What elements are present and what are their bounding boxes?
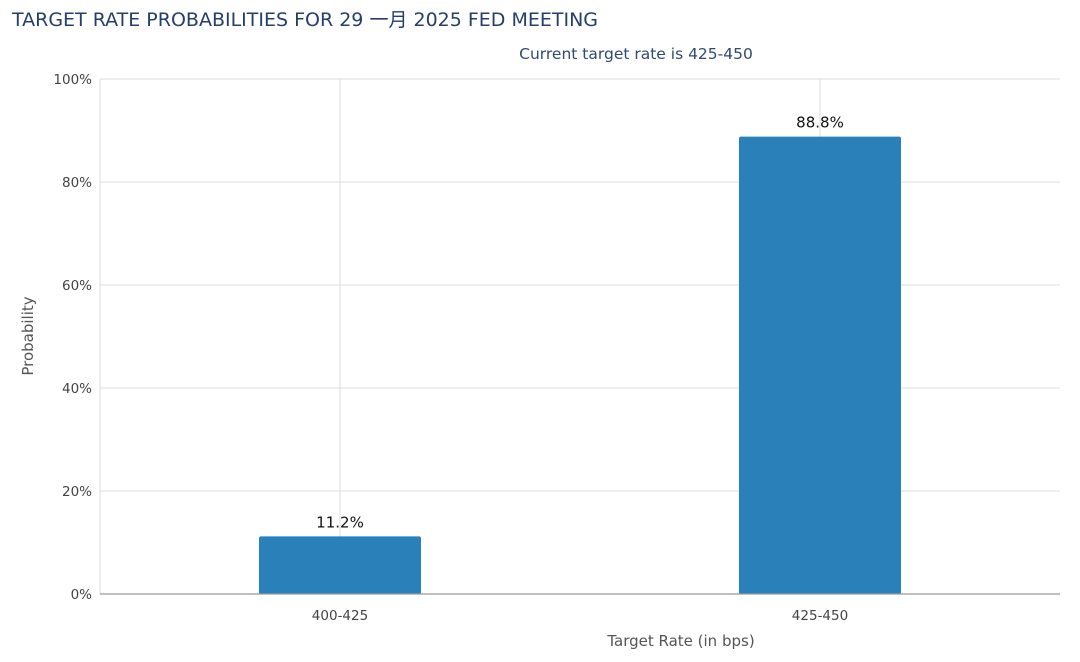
y-tick-label: 0%	[71, 587, 93, 603]
y-axis-title: Probability	[19, 296, 37, 375]
y-tick-label: 60%	[62, 278, 92, 294]
y-axis-ticks: 0% 20% 40% 60% 80% 100%	[53, 72, 92, 603]
bar-value-label: 88.8%	[796, 114, 844, 132]
y-tick-label: 100%	[53, 72, 92, 88]
y-tick-label: 20%	[62, 484, 92, 500]
data-labels: 11.2% 88.8%	[316, 114, 844, 532]
chart-subtitle: Current target rate is 425-450	[519, 45, 753, 63]
x-tick-label: 400-425	[312, 608, 368, 624]
y-tick-label: 80%	[62, 175, 92, 191]
x-axis-title: Target Rate (in bps)	[606, 632, 754, 650]
grid	[99, 78, 1060, 594]
bar	[739, 136, 901, 594]
bars	[259, 136, 901, 594]
bar-value-label: 11.2%	[316, 513, 364, 531]
chart-title: TARGET RATE PROBABILITIES FOR 29 一月 2025…	[11, 9, 598, 31]
x-axis-ticks: 400-425 425-450	[312, 608, 848, 624]
x-tick-label: 425-450	[792, 608, 848, 624]
bar	[259, 536, 421, 594]
y-tick-label: 40%	[62, 381, 92, 397]
